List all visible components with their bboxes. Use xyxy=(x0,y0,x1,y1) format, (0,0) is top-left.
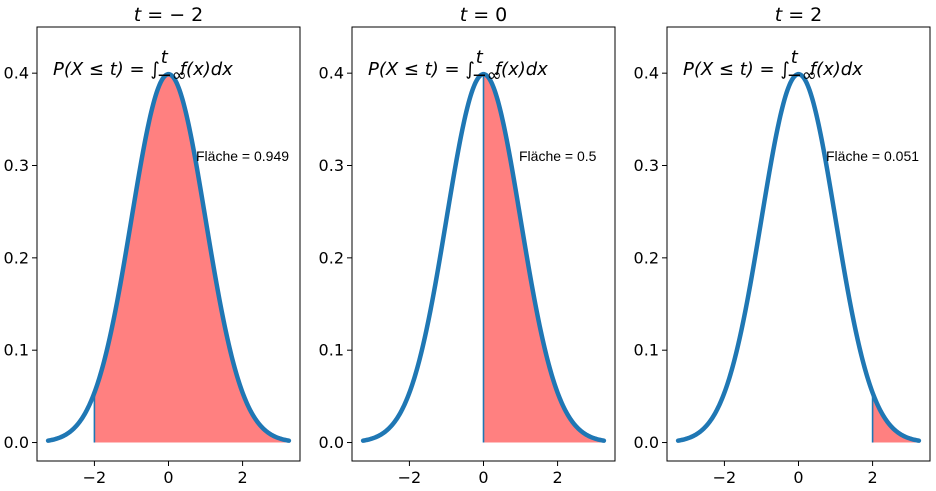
y-tick-label: 0.4 xyxy=(634,64,659,83)
y-tick-label: 0.3 xyxy=(634,156,659,175)
y-tick-label: 0.4 xyxy=(319,64,344,83)
panel-title: t = 0 xyxy=(460,4,508,26)
formula-upper-limit: t xyxy=(476,47,484,68)
x-tick-label: −2 xyxy=(83,468,107,487)
x-tick-label: 0 xyxy=(793,468,803,487)
area-label: Fläche = 0.949 xyxy=(196,148,289,164)
x-tick-label: 0 xyxy=(478,468,488,487)
formula-lhs: P(X ≤ t) = ∫ xyxy=(683,59,790,80)
y-tick-label: 0.0 xyxy=(634,433,659,452)
formula-lhs: P(X ≤ t) = ∫ xyxy=(368,59,475,80)
x-tick-label: −2 xyxy=(713,468,737,487)
formula-lhs: P(X ≤ t) = ∫ xyxy=(53,59,160,80)
formula-rhs: f(x)dx xyxy=(495,59,548,80)
density-curve xyxy=(675,71,922,443)
axes-frame xyxy=(666,26,931,462)
x-tick-label: 2 xyxy=(867,468,877,487)
formula-upper-limit: t xyxy=(791,47,799,68)
formula-rhs: f(x)dx xyxy=(810,59,863,80)
area-label: Fläche = 0.051 xyxy=(826,148,919,164)
x-tick-label: 0 xyxy=(163,468,173,487)
chart-panel-2: −2 0 2 0.0 0.1 0.2 0.3 0.4 t = 0 P(X ≤ t) = ∫t−∞f… xyxy=(319,4,616,487)
y-tick-label: 0.0 xyxy=(4,433,29,452)
y-tick-label: 0.3 xyxy=(4,156,29,175)
y-tick-label: 0.2 xyxy=(4,248,29,267)
y-tick-label: 0.0 xyxy=(319,433,344,452)
shaded-area xyxy=(872,392,919,443)
y-tick-label: 0.1 xyxy=(634,341,659,360)
formula-upper-limit: t xyxy=(161,47,169,68)
y-tick-label: 0.3 xyxy=(319,156,344,175)
formula-lower-limit: −∞ xyxy=(157,65,187,86)
x-tick-label: 2 xyxy=(552,468,562,487)
formula-rhs: f(x)dx xyxy=(180,59,233,80)
density-curve xyxy=(360,71,607,443)
x-tick-label: 2 xyxy=(237,468,247,487)
density-curve xyxy=(45,71,292,443)
y-tick-label: 0.1 xyxy=(4,341,29,360)
formula-lower-limit: −∞ xyxy=(787,65,817,86)
y-tick-label: 0.2 xyxy=(634,248,659,267)
panel-title: t = − 2 xyxy=(134,4,204,26)
panel-title: t = 2 xyxy=(775,4,823,26)
y-tick-label: 0.1 xyxy=(319,341,344,360)
shaded-area xyxy=(483,74,604,443)
shaded-area xyxy=(94,74,289,443)
y-tick-label: 0.2 xyxy=(319,248,344,267)
y-tick-label: 0.4 xyxy=(4,64,29,83)
x-tick-label: −2 xyxy=(398,468,422,487)
chart-panel-3: −2 0 2 0.0 0.1 0.2 0.3 0.4 t = 2 P(X ≤ t) = ∫t−∞f… xyxy=(634,4,931,487)
chart-panel-1: −2 0 2 0.0 0.1 0.2 0.3 0.4 t = − 2 P(X ≤ t) = ∫t−… xyxy=(4,4,301,487)
area-label: Fläche = 0.5 xyxy=(519,148,597,164)
formula-lower-limit: −∞ xyxy=(472,65,502,86)
